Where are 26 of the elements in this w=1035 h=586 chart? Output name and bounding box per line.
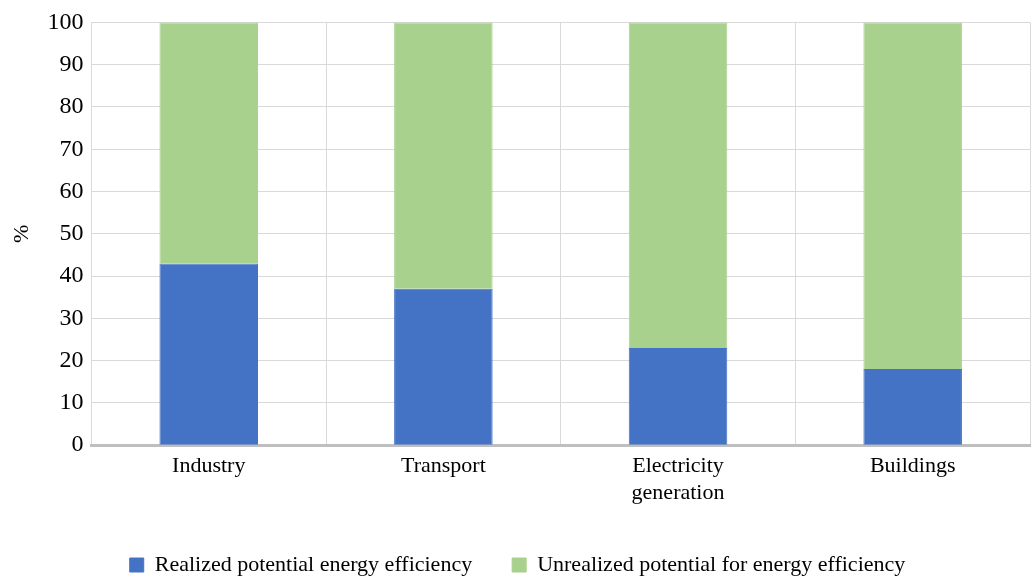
y-tick-label: 40 — [59, 261, 84, 288]
y-tick-label: 70 — [59, 134, 84, 161]
y-tick-label: 60 — [59, 176, 84, 203]
legend-label: Realized potential energy efficiency — [154, 550, 473, 576]
y-tick-label: 90 — [59, 49, 84, 76]
bar — [159, 263, 258, 445]
y-axis-title: % — [7, 224, 33, 243]
bar — [628, 22, 728, 348]
y-tick-label: 30 — [59, 303, 84, 330]
bar — [628, 347, 728, 445]
bar — [394, 288, 493, 445]
bar — [394, 22, 493, 289]
y-tick-label: 0 — [71, 430, 84, 457]
x-tick-label: Electricity generation — [631, 452, 725, 504]
y-tick-label: 50 — [59, 219, 84, 246]
legend-label: Unrealized potential for energy efficiency — [537, 550, 906, 576]
x-tick-label: Transport — [400, 452, 486, 478]
bar — [159, 22, 258, 264]
y-tick-label: 10 — [59, 388, 84, 415]
bar — [863, 22, 962, 370]
y-tick-label: 20 — [59, 345, 84, 372]
x-tick-label: Buildings — [869, 452, 956, 478]
x-tick-label: Industry — [172, 452, 246, 478]
y-tick-label: 80 — [59, 92, 84, 119]
bar — [863, 369, 962, 445]
y-tick-label: 100 — [47, 7, 84, 34]
